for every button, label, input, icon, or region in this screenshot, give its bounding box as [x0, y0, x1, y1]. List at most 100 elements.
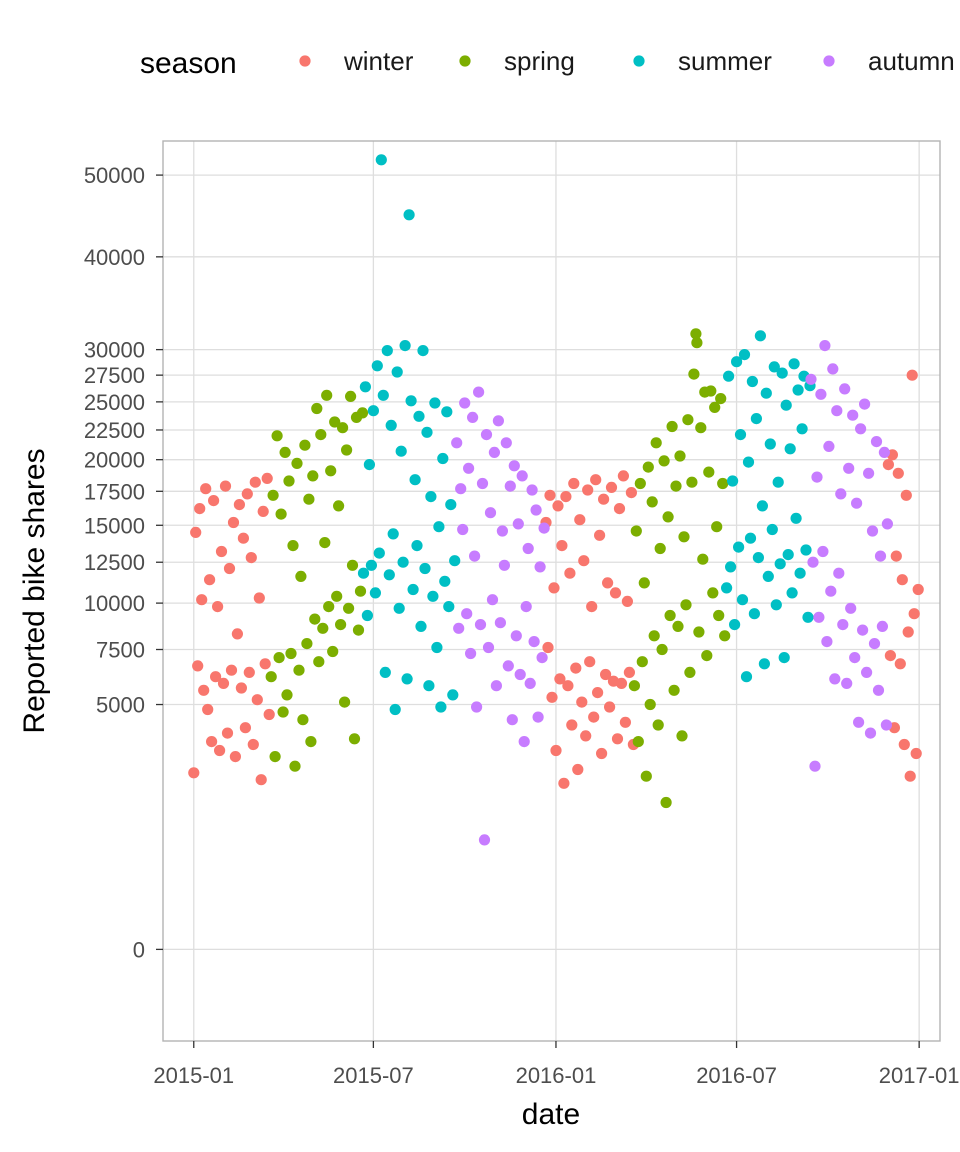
winter-point [208, 495, 220, 507]
series-summer [357, 154, 816, 716]
winter-point [884, 650, 897, 662]
autumn-point [881, 518, 894, 530]
spring-point [717, 477, 729, 490]
winter-point [609, 587, 622, 599]
spring-point [693, 626, 705, 638]
series-autumn [451, 340, 894, 846]
autumn-point [864, 727, 877, 739]
winter-point [598, 493, 610, 505]
spring-point [680, 599, 692, 611]
winter-point [259, 658, 271, 670]
spring-point [331, 590, 343, 602]
summer-point [750, 413, 763, 425]
autumn-point [482, 641, 495, 654]
autumn-point [870, 436, 883, 448]
autumn-point [528, 636, 540, 648]
summer-point [449, 555, 461, 567]
winter-point [552, 500, 564, 512]
y-tick-label: 10000 [84, 591, 145, 616]
spring-point [287, 540, 299, 552]
spring-point [691, 337, 703, 349]
summer-point [772, 476, 784, 488]
winter-point [619, 716, 632, 728]
autumn-point [457, 523, 469, 536]
legend-key-summer [633, 55, 645, 67]
spring-point [654, 542, 666, 555]
summer-point [758, 658, 771, 670]
winter-point [615, 677, 628, 690]
summer-point [399, 340, 411, 352]
autumn-point [530, 504, 542, 516]
winter-point [562, 680, 574, 692]
summer-point [746, 375, 759, 388]
autumn-point [526, 484, 538, 496]
legend: season winter spring summer autumn [140, 46, 955, 80]
autumn-point [829, 673, 841, 685]
spring-point [271, 430, 283, 442]
x-tick-label: 2016-01 [516, 1063, 597, 1088]
y-tick-label: 12500 [84, 550, 145, 575]
legend-key-winter [299, 55, 311, 67]
autumn-point [469, 550, 481, 562]
winter-point [261, 472, 273, 484]
autumn-point [534, 561, 546, 573]
winter-point [190, 526, 202, 539]
y-tick-label: 50000 [84, 163, 145, 188]
summer-point [363, 459, 375, 471]
spring-point [630, 525, 642, 537]
winter-point [604, 701, 616, 713]
winter-point [590, 474, 602, 486]
y-tick-label: 30000 [84, 338, 145, 363]
winter-point [548, 582, 560, 594]
winter-point [229, 751, 241, 763]
summer-point [736, 594, 749, 606]
summer-point [369, 587, 381, 599]
summer-point [439, 575, 451, 587]
summer-point [788, 358, 800, 370]
winter-point [900, 489, 912, 501]
autumn-point [807, 556, 819, 568]
winter-point [906, 369, 918, 381]
summer-point [425, 491, 437, 503]
autumn-point [815, 388, 827, 400]
plot-border [162, 140, 941, 1042]
legend-item-winter: winter [299, 46, 414, 76]
spring-point [291, 457, 303, 469]
summer-point [389, 703, 401, 716]
autumn-point [494, 617, 506, 629]
autumn-point [455, 483, 467, 495]
spring-point [652, 719, 664, 731]
winter-point [546, 691, 558, 703]
summer-point [774, 558, 786, 570]
summer-point [357, 567, 370, 579]
autumn-point [859, 398, 871, 410]
spring-point [646, 496, 658, 508]
winter-point [223, 562, 236, 575]
autumn-point [857, 624, 869, 636]
autumn-point [811, 471, 823, 483]
spring-point [672, 620, 684, 633]
winter-point [625, 487, 638, 499]
summer-point [776, 367, 788, 379]
summer-point [371, 360, 383, 372]
winter-point [613, 503, 626, 515]
summer-point [405, 395, 417, 407]
summer-point [413, 410, 425, 422]
spring-point [719, 630, 731, 642]
spring-point [313, 656, 325, 668]
spring-point [323, 601, 335, 613]
autumn-point [476, 477, 489, 490]
summer-point [403, 209, 415, 221]
summer-point [429, 397, 441, 409]
legend-item-spring: spring [459, 46, 575, 76]
summer-point [433, 521, 445, 533]
spring-point [356, 407, 369, 419]
summer-point [780, 399, 792, 411]
winter-point [572, 763, 584, 776]
spring-point [327, 645, 339, 658]
autumn-point [823, 440, 835, 452]
summer-point [407, 583, 419, 596]
autumn-point [465, 647, 477, 660]
autumn-point [839, 383, 851, 395]
summer-point [756, 500, 769, 512]
